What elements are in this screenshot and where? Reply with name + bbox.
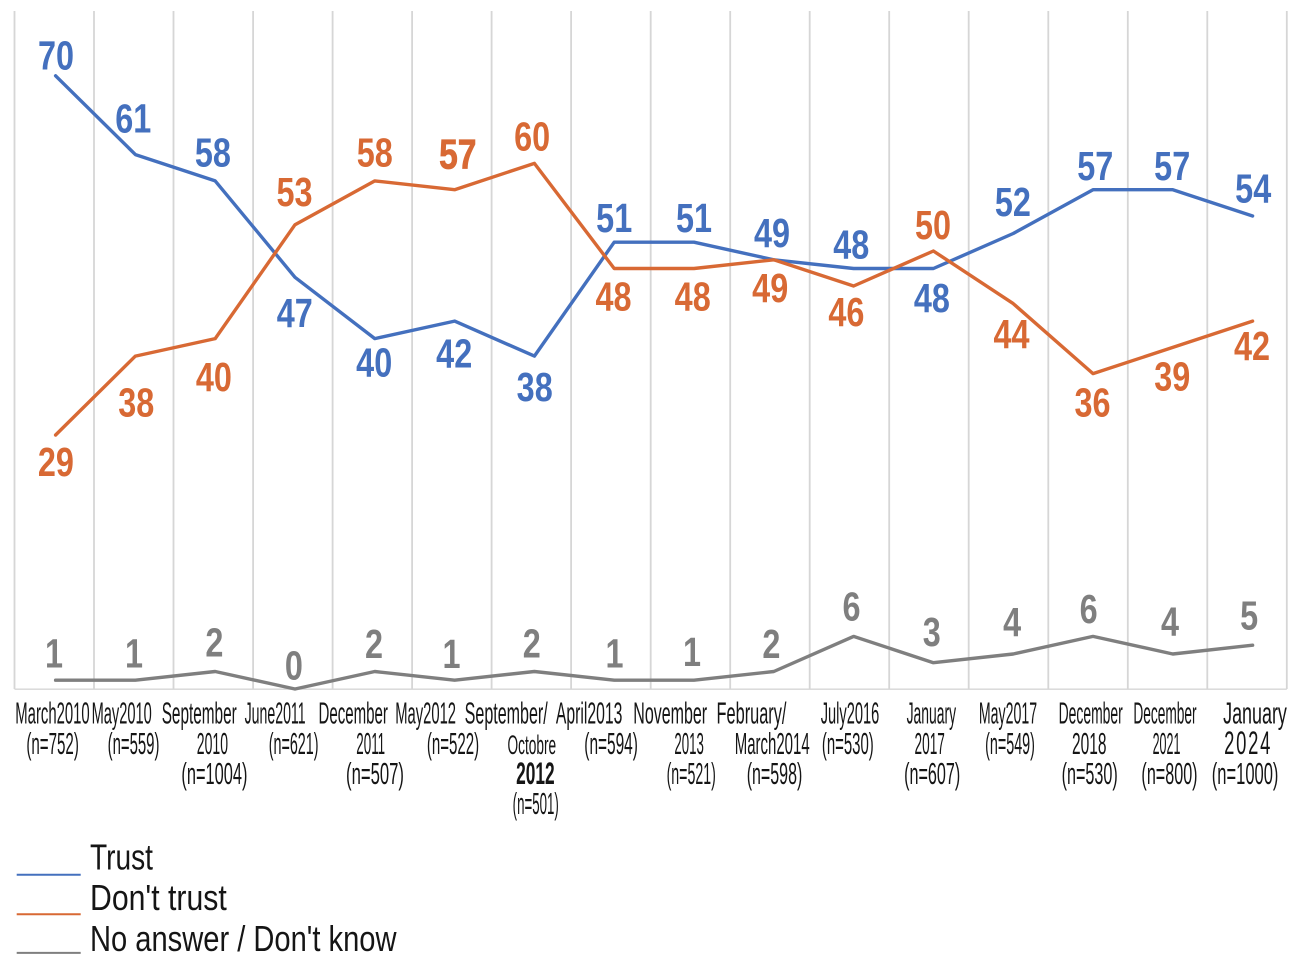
svg-text:39: 39: [1154, 354, 1190, 399]
svg-text:May2017: May2017: [979, 697, 1037, 732]
svg-text:46: 46: [828, 289, 864, 334]
svg-text:(n=800): (n=800): [1141, 758, 1197, 792]
svg-text:2017: 2017: [915, 728, 945, 762]
svg-text:January: January: [907, 698, 957, 731]
svg-text:4: 4: [1161, 599, 1180, 644]
svg-text:47: 47: [277, 290, 313, 335]
svg-text:1: 1: [605, 631, 623, 676]
svg-text:2010: 2010: [197, 728, 228, 761]
svg-text:Trust: Trust: [90, 837, 153, 877]
svg-text:57: 57: [439, 132, 476, 178]
svg-text:(n=521): (n=521): [667, 757, 716, 792]
svg-text:48: 48: [833, 222, 869, 267]
svg-text:2: 2: [762, 621, 780, 666]
svg-text:(n=522): (n=522): [427, 727, 479, 761]
svg-text:1: 1: [45, 631, 63, 676]
svg-text:2013: 2013: [674, 727, 703, 761]
svg-text:July2016: July2016: [821, 697, 880, 731]
svg-text:40: 40: [356, 340, 392, 385]
svg-text:61: 61: [115, 96, 151, 141]
svg-text:February/: February/: [717, 697, 787, 731]
svg-text:(n=752): (n=752): [26, 727, 79, 761]
svg-text:(n=594): (n=594): [584, 727, 638, 761]
svg-text:0: 0: [285, 643, 303, 688]
svg-text:70: 70: [38, 33, 74, 78]
svg-text:2012: 2012: [516, 757, 555, 792]
svg-text:49: 49: [754, 211, 790, 256]
svg-text:January: January: [1223, 697, 1287, 731]
svg-text:2024: 2024: [1224, 724, 1272, 761]
svg-text:December: December: [1059, 698, 1123, 731]
svg-text:1: 1: [442, 631, 460, 676]
svg-text:54: 54: [1235, 166, 1272, 211]
svg-text:(n=1004): (n=1004): [181, 758, 247, 792]
svg-text:May2012: May2012: [395, 697, 456, 731]
svg-text:6: 6: [842, 584, 860, 629]
svg-text:2: 2: [365, 622, 383, 667]
svg-text:Octobre: Octobre: [508, 730, 557, 760]
svg-text:(n=559): (n=559): [108, 727, 160, 761]
svg-text:51: 51: [676, 196, 712, 241]
svg-text:1: 1: [683, 630, 701, 675]
svg-text:36: 36: [1074, 380, 1110, 425]
svg-text:December: December: [318, 697, 387, 731]
svg-text:60: 60: [514, 114, 550, 159]
svg-text:(n=549): (n=549): [985, 727, 1035, 762]
svg-text:48: 48: [675, 274, 711, 319]
svg-text:April2013: April2013: [556, 697, 622, 731]
svg-text:48: 48: [595, 274, 631, 319]
svg-text:48: 48: [914, 276, 950, 321]
svg-text:June2011: June2011: [245, 697, 306, 732]
svg-text:38: 38: [118, 380, 154, 425]
svg-text:September/: September/: [465, 697, 548, 731]
svg-text:42: 42: [1234, 324, 1270, 369]
svg-text:Don't trust: Don't trust: [90, 878, 227, 918]
svg-text:(n=530): (n=530): [822, 727, 874, 761]
svg-text:6: 6: [1080, 587, 1098, 632]
svg-text:(n=1000): (n=1000): [1212, 758, 1279, 792]
svg-text:May2010: May2010: [92, 697, 152, 731]
svg-text:1: 1: [125, 631, 143, 676]
svg-text:(n=530): (n=530): [1062, 758, 1118, 792]
svg-text:5: 5: [1240, 593, 1258, 638]
svg-text:(n=621): (n=621): [269, 727, 319, 762]
svg-text:40: 40: [196, 355, 232, 400]
svg-text:57: 57: [1077, 144, 1113, 189]
svg-text:58: 58: [357, 130, 393, 175]
svg-text:March2010: March2010: [15, 697, 89, 731]
svg-text:September: September: [162, 697, 237, 731]
svg-text:December: December: [1133, 698, 1196, 732]
svg-text:(n=501): (n=501): [513, 787, 559, 821]
svg-text:(n=607): (n=607): [904, 758, 960, 792]
svg-text:49: 49: [752, 266, 788, 311]
svg-text:4: 4: [1003, 600, 1022, 645]
svg-text:No answer / Don't know: No answer / Don't know: [90, 918, 397, 959]
svg-text:2: 2: [205, 620, 223, 665]
svg-text:(n=598): (n=598): [747, 758, 803, 792]
svg-text:November: November: [633, 697, 707, 731]
svg-text:42: 42: [436, 331, 472, 376]
svg-text:29: 29: [38, 439, 74, 484]
svg-text:53: 53: [276, 170, 312, 215]
svg-text:3: 3: [923, 610, 941, 655]
svg-text:44: 44: [993, 312, 1030, 357]
svg-text:2021: 2021: [1153, 726, 1181, 760]
svg-text:March2014: March2014: [735, 727, 810, 761]
svg-text:58: 58: [195, 130, 231, 175]
svg-text:2011: 2011: [356, 727, 385, 761]
svg-text:2018: 2018: [1072, 727, 1106, 761]
svg-text:38: 38: [517, 365, 553, 410]
svg-text:2: 2: [523, 621, 541, 666]
svg-text:57: 57: [1154, 144, 1190, 189]
svg-text:51: 51: [596, 195, 632, 240]
svg-text:50: 50: [915, 203, 951, 248]
svg-text:52: 52: [995, 179, 1031, 224]
svg-text:(n=507): (n=507): [346, 758, 404, 791]
